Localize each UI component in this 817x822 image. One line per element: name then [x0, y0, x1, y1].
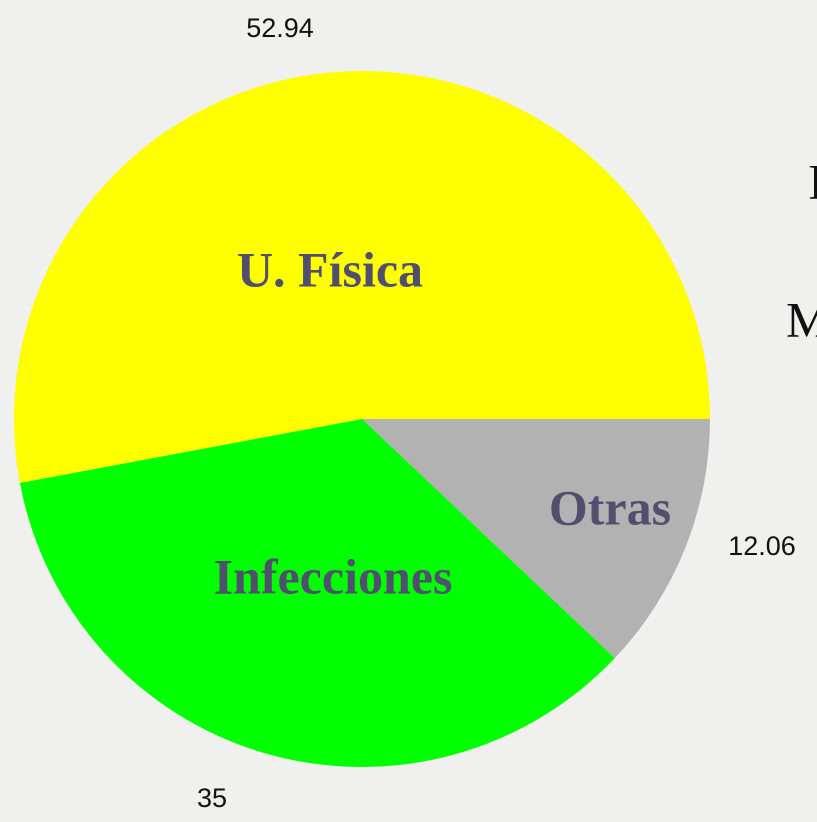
value-label: 35	[197, 783, 227, 813]
value-label: 12.06	[728, 531, 796, 561]
slice-label: Infecciones	[214, 548, 453, 604]
annotation: I	[808, 153, 817, 209]
pie-slice	[13, 70, 710, 483]
slice-label: Otras	[549, 479, 671, 535]
annotation: M	[786, 291, 817, 347]
pie-slice	[362, 419, 710, 659]
value-label: 52.94	[246, 13, 314, 43]
pie-slice	[19, 419, 615, 767]
slice-label: U. Física	[237, 241, 423, 297]
